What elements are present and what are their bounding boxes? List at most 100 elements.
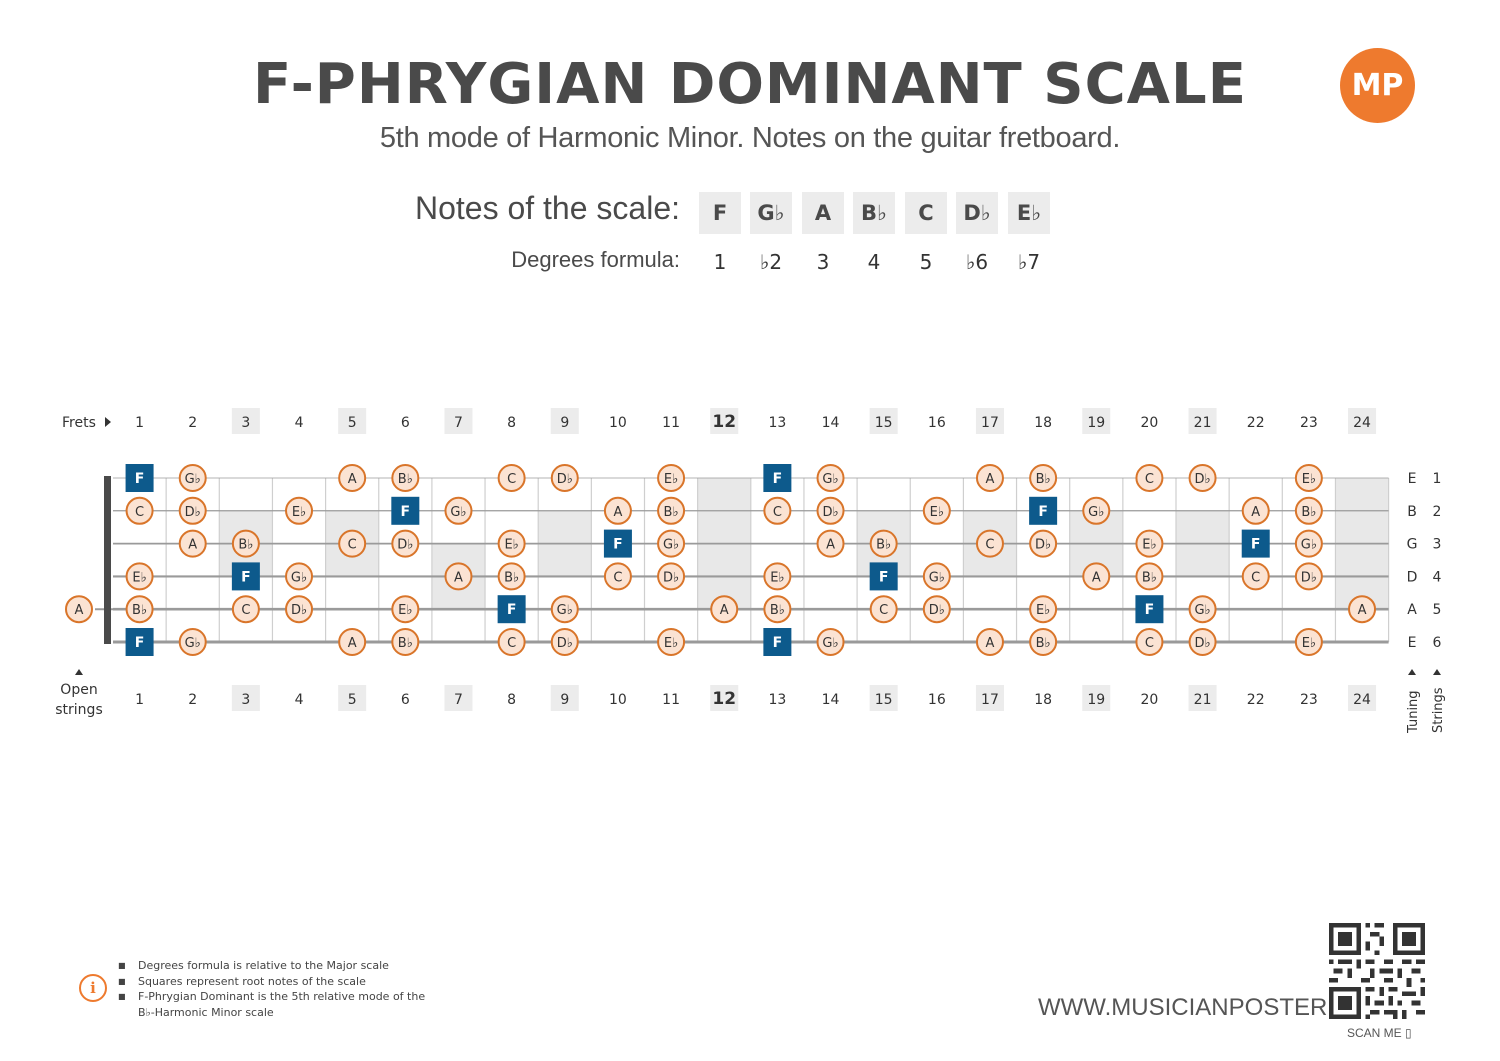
- scale-degree: ♭2: [759, 250, 783, 274]
- footnote-item: B♭-Harmonic Minor scale: [138, 1005, 274, 1019]
- scale-note-label: A: [348, 636, 357, 651]
- scale-note-label: B♭: [504, 570, 519, 585]
- scale-note-label: A: [986, 472, 995, 487]
- root-note-marker: [231, 562, 260, 591]
- fret-number-bottom: 11: [662, 692, 680, 708]
- scale-note-label: E♭: [292, 505, 306, 520]
- fret-number-highlight: [338, 408, 367, 434]
- fret-number-bottom: 24: [1353, 692, 1371, 708]
- scale-note-label: B♭: [1036, 636, 1051, 651]
- fret-number-highlight: [1082, 408, 1111, 434]
- scale-note-label: B♭: [1036, 472, 1051, 487]
- fret-number-highlight: [1082, 685, 1111, 711]
- musicianposter-logo[interactable]: MP: [1340, 48, 1415, 123]
- degrees-formula-label: Degrees formula:: [511, 247, 680, 272]
- string-tuning: E: [1408, 635, 1417, 651]
- scale-note-marker: [657, 496, 686, 525]
- scale-note-label: E♭: [1302, 636, 1316, 651]
- root-note-marker: [869, 562, 898, 591]
- fretboard-diagram: 1 2 3 4 5 6 7 8 9 10 11 12 13 14 15 16 17 18 19 20 21 22 23 241…: [55, 408, 1446, 734]
- scale-note-label: G♭: [822, 636, 838, 651]
- scale-note-marker: [1294, 562, 1323, 591]
- fret-number-bottom: 21: [1194, 692, 1212, 708]
- string-tuning: D: [1407, 569, 1418, 585]
- scale-note-box: B♭: [853, 192, 895, 234]
- scale-note-marker: [1135, 628, 1164, 656]
- scale-note-label: A: [188, 538, 197, 553]
- scale-note-label: G♭: [1194, 603, 1210, 618]
- root-note-marker: [497, 595, 526, 624]
- scale-note-marker: [816, 464, 845, 492]
- fret-number-top: 15: [875, 415, 893, 431]
- scale-note-label: G♭: [1088, 505, 1104, 520]
- strings-label: Strings: [1431, 687, 1446, 733]
- scale-note-marker: [497, 529, 526, 558]
- string-number: 3: [1433, 537, 1442, 553]
- scale-note-marker: [1294, 496, 1323, 525]
- fret-number-top: 5: [348, 415, 357, 431]
- fret-number-top: 10: [609, 415, 627, 431]
- fret-number-bottom: 8: [507, 692, 516, 708]
- fret-number-bottom: 18: [1034, 692, 1052, 708]
- tuning-label: Tuning: [1406, 690, 1421, 734]
- scale-note-marker: [1188, 595, 1217, 624]
- scale-note-label: B♭: [132, 603, 147, 618]
- tuning-arrow-icon: [1408, 669, 1416, 675]
- root-note-label: F: [507, 602, 517, 618]
- scale-note-marker: [763, 595, 792, 624]
- scale-note-marker: [285, 595, 314, 624]
- scale-note-label: E♭: [1142, 538, 1156, 553]
- scale-note-label: D♭: [557, 636, 573, 651]
- scale-note-marker: [1029, 595, 1058, 624]
- fret-number-top: 23: [1300, 415, 1318, 431]
- scale-note-label: D♭: [1301, 570, 1317, 585]
- info-icon: i: [79, 974, 107, 1002]
- notes-of-scale-label: Notes of the scale:: [414, 190, 680, 226]
- fret-number-top: 9: [560, 415, 569, 431]
- scale-note-label: D♭: [822, 505, 838, 520]
- scale-note-marker: [816, 496, 845, 525]
- scale-note-label: D♭: [185, 505, 201, 520]
- scale-note-marker: [1082, 562, 1111, 591]
- root-note-marker: [763, 628, 792, 656]
- fret-number-highlight: [869, 685, 898, 711]
- root-note-marker: [391, 496, 420, 525]
- footnote-item: F-Phrygian Dominant is the 5th relative …: [118, 989, 425, 1005]
- scale-note-label: B♭: [664, 505, 679, 520]
- scale-note-marker: [816, 529, 845, 558]
- root-note-label: F: [241, 569, 251, 585]
- scale-note-label: C: [613, 570, 622, 585]
- nut: [104, 476, 111, 644]
- scale-note-marker: [550, 595, 579, 624]
- scale-note-marker: [1294, 464, 1323, 492]
- fret-number-bottom: 19: [1087, 692, 1105, 708]
- scale-note-label: D♭: [663, 570, 679, 585]
- fret-number-bottom: 12: [712, 689, 736, 709]
- fret-number-top: 21: [1194, 415, 1212, 431]
- fret-number-bottom: 17: [981, 692, 999, 708]
- scale-note-marker: [391, 529, 420, 558]
- fret-number-highlight: [869, 408, 898, 434]
- scale-note-label: C: [879, 603, 888, 618]
- fret-number-top: 2: [188, 415, 197, 431]
- scale-note-box: A: [802, 192, 844, 234]
- fret-inlay-marker: [1176, 510, 1230, 544]
- frets-arrow-icon: [105, 417, 111, 427]
- scale-note-label: D♭: [1194, 636, 1210, 651]
- scale-degree: 5: [919, 250, 933, 274]
- page-subtitle: 5th mode of Harmonic Minor. Notes on the…: [379, 122, 1121, 154]
- string-tuning: A: [1407, 602, 1417, 618]
- scale-note-marker: [178, 628, 207, 656]
- qr-code[interactable]: [1329, 923, 1425, 1019]
- scale-note-label: A: [986, 636, 995, 651]
- scale-note-label: G♭: [663, 538, 679, 553]
- fret-number-top: 17: [981, 415, 999, 431]
- scale-note-label: E♭: [930, 505, 944, 520]
- scale-note-box: D♭: [956, 192, 998, 234]
- scale-note-label: A: [613, 505, 622, 520]
- root-note-marker: [1029, 496, 1058, 525]
- scale-note-label: D♭: [1194, 472, 1210, 487]
- scale-degree: ♭7: [1017, 250, 1041, 274]
- scale-note-marker: [178, 496, 207, 525]
- scale-note-label: D♭: [929, 603, 945, 618]
